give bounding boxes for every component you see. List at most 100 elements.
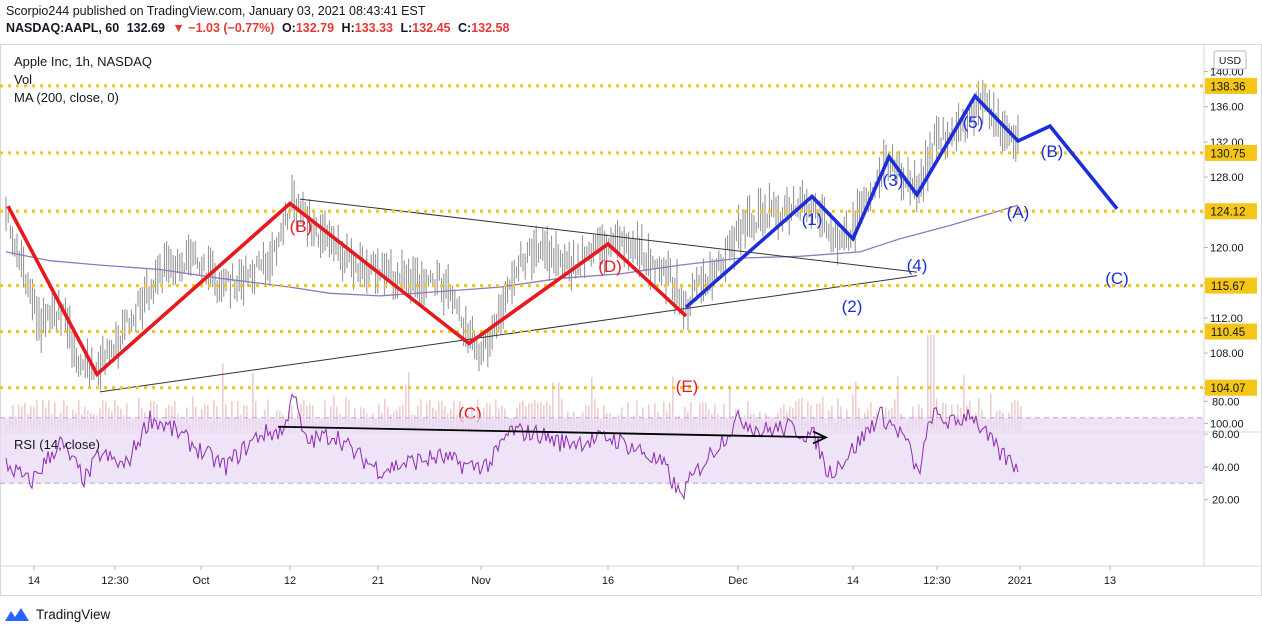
volume-bar	[156, 404, 158, 430]
volume-bar	[795, 400, 797, 430]
chart-svg[interactable]: (A)(B)(C)(D)(E)(1)(2)(3)(4)(5)(A)(B)(C)1…	[0, 44, 1262, 596]
volume-bar	[48, 400, 50, 430]
volume-bar	[54, 402, 56, 430]
volume-bar	[852, 394, 854, 430]
time-tick-label: 14	[847, 575, 859, 587]
volume-bar	[63, 399, 65, 430]
volume-bar	[930, 335, 932, 430]
tradingview-brand[interactable]: TradingView	[36, 606, 111, 622]
volume-bar	[870, 402, 872, 430]
price-change: −1.03 (−0.77%)	[188, 21, 275, 35]
volume-bar	[312, 405, 314, 430]
volume-bar	[927, 335, 929, 430]
time-tick-label: 16	[602, 575, 614, 587]
volume-bar	[126, 403, 128, 430]
volume-bar	[486, 402, 488, 430]
red-wave-line	[6, 201, 688, 378]
volume-bar	[558, 382, 560, 430]
volume-bar	[951, 404, 953, 430]
volume-bar	[561, 399, 563, 430]
volume-bar	[300, 403, 302, 430]
volume-bar	[663, 401, 665, 430]
low-value: 132.45	[412, 21, 451, 35]
volume-bar	[213, 400, 215, 430]
wave-label: (E)	[676, 377, 699, 396]
volume-bar	[591, 377, 593, 430]
price-tick-label: 112.00	[1210, 313, 1243, 325]
time-tick-label: 12:30	[101, 575, 129, 587]
volume-bar	[225, 404, 227, 430]
chart-frame-border	[0, 44, 1262, 596]
volume-bar	[594, 398, 596, 430]
wave-label: (B)	[1041, 142, 1064, 161]
volume-bar	[918, 404, 920, 430]
rsi-divergence-arrowhead	[812, 430, 829, 445]
volume-bar	[783, 404, 785, 430]
ma-legend: MA (200, close, 0)	[14, 90, 119, 105]
volume-bar	[402, 405, 404, 430]
level-label: 124.12	[1210, 207, 1245, 219]
volume-bar	[822, 396, 824, 430]
volume-bar	[552, 382, 554, 430]
volume-bar	[255, 401, 257, 430]
volume-bar	[204, 403, 206, 430]
low-label: L:	[400, 21, 413, 35]
volume-bar	[537, 402, 539, 430]
volume-bar	[801, 398, 803, 430]
down-arrow-icon: ▼	[172, 21, 185, 35]
volume-bar	[36, 400, 38, 430]
wave-label: (D)	[598, 257, 622, 276]
volume-bar	[78, 400, 80, 430]
volume-bar	[348, 399, 350, 430]
volume-bar	[648, 404, 650, 430]
volume-bar	[408, 372, 410, 430]
volume-bar	[24, 402, 26, 430]
tradingview-logo-icon[interactable]	[4, 606, 30, 622]
footer: TradingView	[4, 604, 110, 624]
open-label: O:	[281, 21, 296, 35]
rsi-tick-label: 40.00	[1212, 462, 1240, 474]
rsi-tick-label: 80.00	[1212, 396, 1240, 408]
volume-bar	[705, 402, 707, 430]
volume-bar	[978, 398, 980, 430]
volume-bar	[729, 386, 731, 430]
published-line: Scorpio244 published on TradingView.com,…	[6, 4, 426, 18]
volume-bar	[945, 403, 947, 430]
volume-bar	[1011, 402, 1013, 430]
level-label-box	[1205, 323, 1257, 340]
volume-bar	[957, 403, 959, 430]
chart-container[interactable]: (A)(B)(C)(D)(E)(1)(2)(3)(4)(5)(A)(B)(C)1…	[0, 44, 1262, 596]
symbol-line: NASDAQ:AAPL, 60 132.69 ▼ −1.03 (−0.77%) …	[6, 21, 509, 35]
volume-bar	[963, 375, 965, 430]
volume-bar	[933, 335, 935, 430]
time-tick-label: 12	[284, 575, 296, 587]
volume-bar	[897, 376, 899, 430]
ma-line	[5, 204, 1019, 297]
volume-bar	[420, 399, 422, 430]
price-tick-label: 108.00	[1210, 348, 1244, 360]
level-label-box	[1205, 77, 1257, 94]
volume-bar	[303, 400, 305, 430]
volume-bar	[531, 403, 533, 430]
level-label: 138.36	[1210, 81, 1245, 93]
volume-bar	[723, 403, 725, 430]
volume-bar	[384, 398, 386, 430]
volume-bar	[540, 401, 542, 430]
time-tick-label: 21	[372, 575, 384, 587]
time-tick-label: 2021	[1008, 575, 1032, 587]
volume-bar	[654, 402, 656, 430]
volume-bar	[477, 399, 479, 430]
published-text: Scorpio244 published on TradingView.com,…	[6, 4, 426, 18]
high-value: 133.33	[354, 21, 393, 35]
close-label: C:	[458, 21, 472, 35]
symbol-label[interactable]: NASDAQ:AAPL, 60	[6, 21, 120, 35]
volume-bar	[702, 401, 704, 430]
trendline-lower	[99, 275, 918, 393]
volume-bar	[546, 401, 548, 430]
wave-label: (3)	[883, 171, 904, 190]
close-value: 132.58	[471, 21, 510, 35]
volume-bar	[627, 402, 629, 430]
volume-bar	[237, 400, 239, 430]
main-pane: (A)(B)(C)(D)(E)(1)(2)(3)(4)(5)(A)(B)(C)	[0, 79, 1204, 430]
price-tick-label: 128.00	[1210, 172, 1244, 184]
